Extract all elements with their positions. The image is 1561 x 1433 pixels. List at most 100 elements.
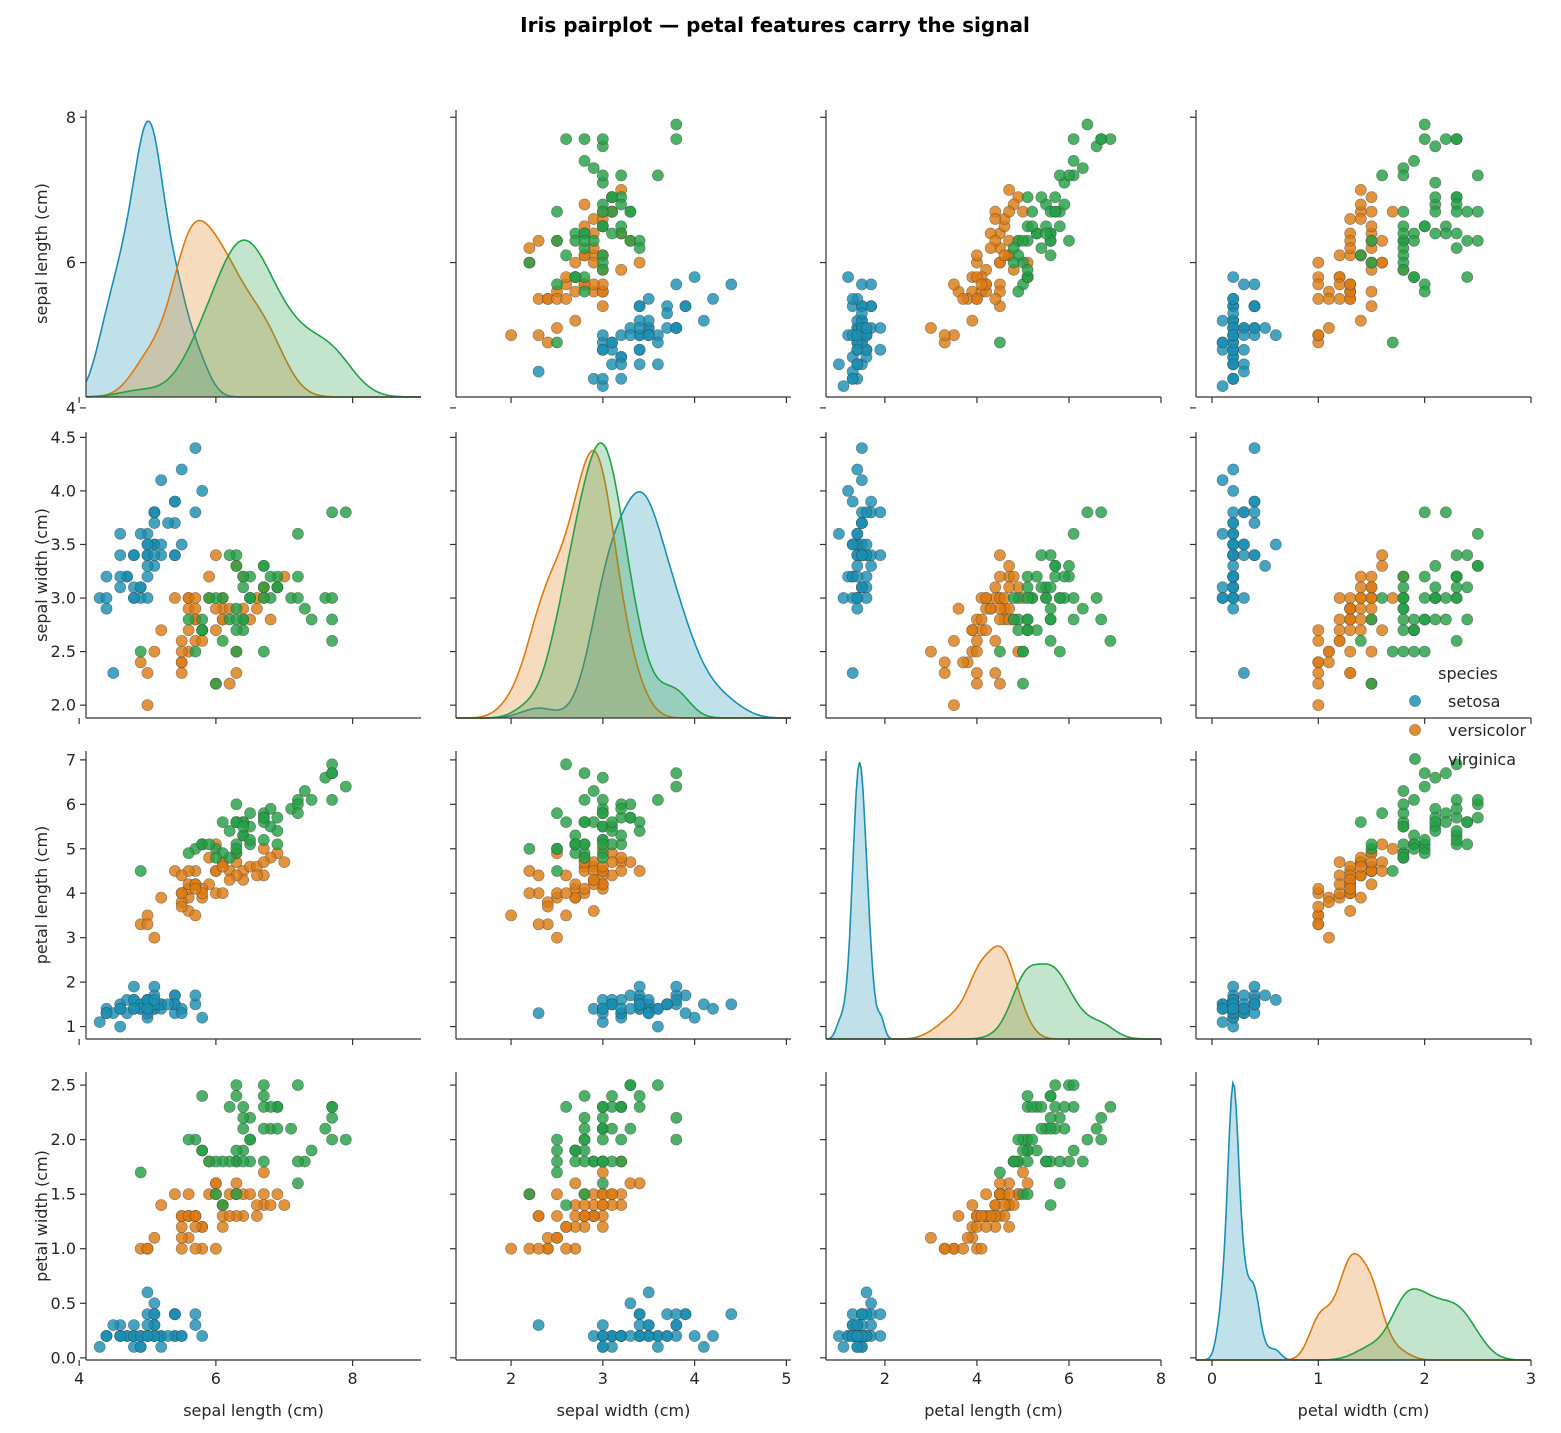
point-virginica [1418, 645, 1431, 658]
point-versicolor [989, 292, 1002, 305]
point-setosa [189, 442, 202, 454]
kde-fill-versicolor [1196, 1253, 1531, 1360]
point-setosa [1248, 495, 1261, 508]
point-setosa [633, 1308, 646, 1321]
point-versicolor [633, 1177, 646, 1190]
point-virginica [1397, 851, 1410, 864]
point-virginica [596, 205, 609, 218]
point-virginica [230, 1090, 243, 1102]
point-setosa [1227, 560, 1240, 572]
point-setosa [652, 336, 664, 349]
point-virginica [1044, 1090, 1057, 1102]
point-virginica [560, 758, 572, 771]
point-virginica [1021, 613, 1034, 626]
point-versicolor [938, 656, 951, 669]
point-setosa [168, 495, 181, 508]
x-axis-label: petal length (cm) [924, 1401, 1063, 1420]
point-virginica [134, 645, 147, 658]
point-versicolor [1323, 931, 1335, 944]
point-virginica [271, 811, 284, 824]
point-setosa [127, 592, 140, 604]
point-virginica [1026, 220, 1039, 233]
point-virginica [1017, 645, 1029, 658]
point-versicolor [1386, 592, 1399, 604]
point-versicolor [168, 1188, 181, 1201]
point-virginica [1397, 613, 1410, 626]
point-setosa [1248, 980, 1261, 993]
panel-sl-vs-pl [820, 110, 1162, 409]
point-versicolor [1323, 322, 1335, 334]
point-versicolor [1344, 602, 1357, 615]
y-tick-label: 1.5 [51, 1185, 76, 1204]
point-virginica [1397, 205, 1410, 218]
point-setosa [851, 592, 864, 604]
point-virginica [1429, 825, 1442, 837]
point-setosa [856, 581, 868, 594]
point-setosa [1227, 527, 1240, 540]
point-versicolor [569, 314, 582, 327]
panel-pw-vs-sl: 0.0 0.5 1.0 1.5 2.0 2.5 4 6 8 sepal length (cm) pe… [32, 1072, 421, 1420]
point-virginica [230, 602, 243, 615]
point-virginica [182, 1133, 195, 1146]
point-virginica [1354, 635, 1367, 647]
point-virginica [560, 1101, 572, 1113]
point-setosa [865, 1297, 877, 1310]
point-virginica [652, 1079, 664, 1091]
point-versicolor [1354, 891, 1367, 904]
y-tick-label: 1.0 [51, 1239, 76, 1258]
point-versicolor [948, 699, 960, 711]
point-setosa [100, 1007, 113, 1020]
point-versicolor [1344, 592, 1357, 604]
point-virginica [326, 635, 338, 647]
point-versicolor [633, 865, 646, 877]
panel-pl-vs-sl: 1 2 3 4 5 6 7 petal length (cm) [32, 750, 421, 1045]
point-versicolor [141, 918, 154, 931]
point-virginica [1044, 581, 1057, 594]
point-setosa [134, 527, 147, 540]
point-versicolor [1344, 905, 1357, 917]
point-versicolor [551, 1210, 563, 1222]
point-setosa [633, 300, 646, 313]
point-virginica [1440, 133, 1452, 145]
point-virginica [1067, 613, 1080, 626]
point-setosa [1227, 463, 1240, 476]
point-setosa [842, 484, 854, 497]
point-virginica [1440, 613, 1452, 626]
point-virginica [633, 1090, 646, 1102]
point-setosa [633, 358, 646, 371]
point-virginica [670, 133, 683, 145]
point-virginica [1058, 1101, 1071, 1113]
point-virginica [551, 1133, 563, 1146]
point-versicolor [980, 592, 992, 604]
point-setosa [860, 1286, 873, 1299]
point-versicolor [560, 887, 572, 900]
point-virginica [1035, 1101, 1048, 1113]
point-versicolor [1312, 329, 1325, 342]
point-virginica [1429, 140, 1442, 153]
point-versicolor [182, 1188, 195, 1201]
x-tick-label: 2 [506, 1369, 516, 1388]
point-virginica [1397, 602, 1410, 615]
point-virginica [1090, 592, 1103, 604]
point-setosa [1227, 570, 1240, 583]
point-versicolor [168, 592, 181, 604]
point-versicolor [1333, 249, 1346, 262]
point-setosa [596, 1319, 609, 1331]
point-setosa [114, 581, 127, 594]
point-virginica [1418, 592, 1431, 604]
point-versicolor [1344, 242, 1357, 254]
point-virginica [305, 613, 318, 626]
point-setosa [1227, 506, 1240, 519]
point-versicolor [1365, 191, 1378, 204]
point-virginica [257, 1101, 270, 1113]
y-tick-label: 1 [66, 1017, 76, 1036]
point-versicolor [271, 1188, 284, 1201]
point-versicolor [569, 1177, 582, 1190]
point-virginica [670, 780, 683, 793]
y-tick-label: 0.5 [51, 1294, 76, 1313]
kde-fill-virginica [86, 240, 421, 397]
point-virginica [1104, 1101, 1117, 1113]
point-virginica [230, 1144, 243, 1157]
point-virginica [1429, 191, 1442, 204]
